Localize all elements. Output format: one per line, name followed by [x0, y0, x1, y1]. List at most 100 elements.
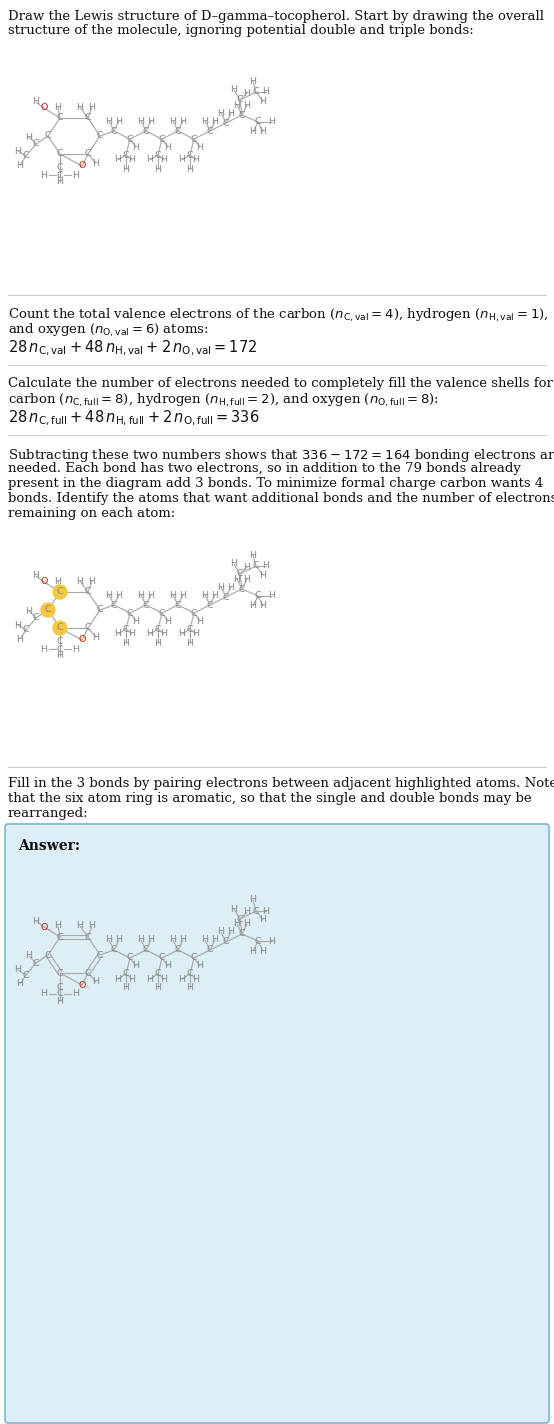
Text: H: H — [187, 984, 193, 993]
Text: C: C — [57, 588, 63, 597]
Text: H: H — [129, 629, 136, 638]
Text: C: C — [175, 601, 181, 609]
Text: C: C — [239, 584, 245, 594]
Text: needed. Each bond has two electrons, so in addition to the 79 bonds already: needed. Each bond has two electrons, so … — [8, 461, 521, 476]
Text: C: C — [223, 118, 229, 128]
Text: H: H — [57, 997, 64, 1005]
Text: H: H — [161, 155, 167, 165]
Text: C: C — [191, 954, 197, 963]
Text: H: H — [105, 936, 112, 944]
Text: H: H — [115, 155, 121, 165]
Text: H: H — [57, 178, 64, 187]
Text: H: H — [178, 155, 186, 165]
Text: H: H — [115, 629, 121, 638]
Text: H: H — [76, 103, 84, 111]
Text: H: H — [218, 927, 224, 937]
Text: O: O — [78, 635, 86, 645]
Text: C: C — [127, 134, 134, 144]
Text: H: H — [33, 917, 39, 926]
Text: H: H — [233, 920, 240, 928]
Text: C: C — [255, 937, 261, 946]
Text: O: O — [40, 578, 48, 587]
Text: C: C — [33, 614, 39, 622]
Text: C: C — [85, 150, 91, 158]
Text: H: H — [269, 591, 275, 601]
Text: H: H — [244, 920, 250, 928]
Text: H: H — [218, 582, 224, 591]
Text: rearranged:: rearranged: — [8, 807, 89, 820]
Text: H: H — [132, 617, 140, 625]
Text: H: H — [228, 582, 234, 591]
Text: H: H — [259, 601, 266, 611]
Text: C: C — [143, 946, 150, 954]
Text: O: O — [40, 923, 48, 931]
Text: C: C — [253, 561, 259, 571]
Text: H: H — [218, 108, 224, 118]
Text: H: H — [76, 577, 84, 585]
Text: C: C — [57, 171, 63, 179]
Text: C: C — [45, 131, 52, 141]
Text: C: C — [237, 95, 243, 104]
Text: H: H — [212, 591, 218, 600]
Text: H: H — [202, 936, 208, 944]
Text: H: H — [178, 629, 186, 638]
Text: H: H — [192, 155, 199, 165]
Text: H: H — [129, 155, 136, 165]
Text: Count the total valence electrons of the carbon ($n_\mathrm{C,val} = 4$), hydrog: Count the total valence electrons of the… — [8, 308, 548, 325]
Text: H: H — [137, 936, 145, 944]
Text: H: H — [115, 117, 122, 125]
Text: H: H — [155, 638, 162, 648]
Text: H: H — [259, 947, 266, 956]
Text: H: H — [17, 161, 23, 169]
Text: H: H — [93, 158, 100, 168]
Text: C: C — [207, 946, 213, 954]
Text: H: H — [197, 961, 203, 971]
Text: C: C — [97, 131, 103, 141]
Text: H: H — [263, 561, 269, 571]
Text: H: H — [187, 165, 193, 174]
Text: H: H — [89, 921, 95, 930]
Text: Subtracting these two numbers shows that $336 - 172 = 164$ bonding electrons are: Subtracting these two numbers shows that… — [8, 447, 554, 464]
Text: C: C — [122, 151, 129, 159]
Text: present in the diagram add 3 bonds. To minimize formal charge carbon wants 4: present in the diagram add 3 bonds. To m… — [8, 477, 543, 490]
Text: H: H — [115, 974, 121, 984]
Text: H: H — [259, 571, 266, 580]
Circle shape — [41, 602, 55, 617]
Text: C: C — [57, 933, 63, 941]
Text: C: C — [239, 930, 245, 938]
Text: C: C — [223, 937, 229, 947]
Text: $28\, n_\mathrm{C,full} + 48\, n_\mathrm{H,full} + 2\, n_\mathrm{O,full} = 336$: $28\, n_\mathrm{C,full} + 48\, n_\mathrm… — [8, 409, 260, 429]
Text: H: H — [244, 562, 250, 571]
Text: H: H — [202, 591, 208, 600]
Text: H: H — [263, 907, 269, 916]
Text: H: H — [228, 927, 234, 937]
Text: H: H — [230, 904, 238, 914]
Text: C: C — [143, 127, 150, 135]
Text: that the six atom ring is aromatic, so that the single and double bonds may be: that the six atom ring is aromatic, so t… — [8, 792, 532, 805]
Text: C: C — [45, 950, 52, 960]
Text: H: H — [73, 990, 80, 998]
Text: C: C — [97, 605, 103, 615]
Text: H: H — [259, 128, 266, 137]
Text: H: H — [14, 965, 22, 974]
Text: C: C — [57, 990, 63, 998]
Text: Fill in the 3 bonds by pairing electrons between adjacent highlighted atoms. Not: Fill in the 3 bonds by pairing electrons… — [8, 778, 554, 790]
Text: H: H — [89, 577, 95, 585]
Text: carbon ($n_\mathrm{C,full} = 8$), hydrogen ($n_\mathrm{H,full} = 2$), and oxygen: carbon ($n_\mathrm{C,full} = 8$), hydrog… — [8, 392, 439, 409]
Text: H: H — [33, 571, 39, 581]
Text: C: C — [237, 570, 243, 578]
Text: H: H — [233, 574, 240, 584]
Text: H: H — [115, 591, 122, 600]
Text: C: C — [122, 970, 129, 978]
Text: H: H — [73, 645, 80, 654]
Text: H: H — [115, 936, 122, 944]
Text: C: C — [155, 970, 161, 978]
Text: H: H — [89, 103, 95, 111]
Text: ..: .. — [47, 926, 51, 930]
Text: H: H — [137, 117, 145, 125]
Text: H: H — [122, 984, 130, 993]
Text: H: H — [249, 601, 257, 611]
Text: C: C — [57, 114, 63, 122]
Text: C: C — [23, 151, 29, 161]
Text: C: C — [143, 601, 150, 609]
